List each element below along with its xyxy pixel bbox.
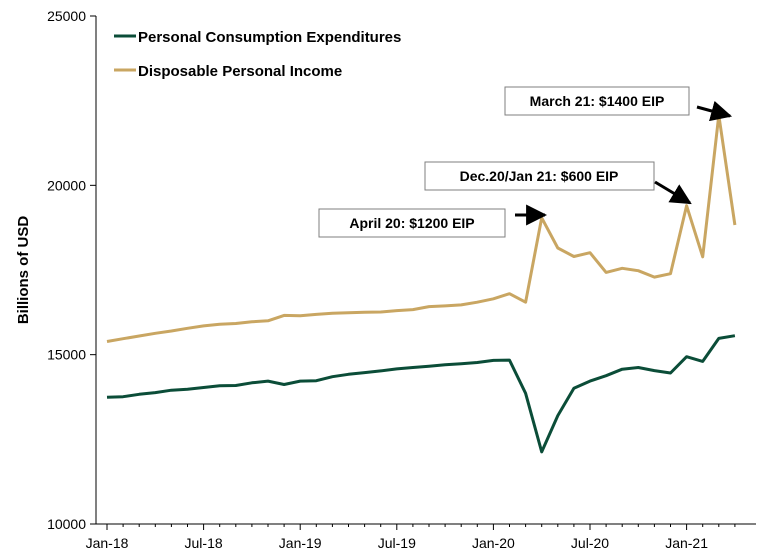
axes (95, 16, 756, 525)
y-axis-title: Billions of USD (15, 216, 32, 325)
y-tick-label: 20000 (47, 177, 86, 193)
x-tick-label: Jan-18 (86, 535, 129, 551)
x-tick-label: Jul-19 (378, 535, 416, 551)
annotation-dec-20-jan-21: Dec.20/Jan 21: $600 EIP (424, 161, 692, 205)
x-tick-label: Jul-18 (185, 535, 223, 551)
svg-text:April 20: $1200 EIP: April 20: $1200 EIP (349, 215, 474, 231)
annotation-march-21: March 21: $1400 EIP (504, 86, 733, 122)
series-line-pce (106, 334, 736, 454)
x-tick-label: Jan-21 (665, 535, 708, 551)
legend-label-pce: Personal Consumption Expenditures (138, 29, 401, 46)
series-line-dpi (106, 113, 737, 343)
y-tick-label: 10000 (47, 516, 86, 532)
y-tick-label: 15000 (47, 347, 86, 363)
x-tick-label: Jan-19 (279, 535, 322, 551)
y-tick-label: 25000 (47, 8, 86, 24)
annotation-arrow (654, 180, 692, 205)
legend: Personal Consumption Expenditures Dispos… (114, 29, 401, 80)
legend-label-dpi: Disposable Personal Income (138, 63, 342, 80)
x-tick-label: Jul-20 (571, 535, 609, 551)
annotations: April 20: $1200 EIP Dec.20/Jan 21: $600 … (318, 86, 733, 238)
annotation-arrow (696, 100, 733, 122)
annotation-april-20: April 20: $1200 EIP (318, 204, 548, 238)
svg-text:Dec.20/Jan 21: $600 EIP: Dec.20/Jan 21: $600 EIP (460, 168, 619, 184)
svg-text:March 21: $1400 EIP: March 21: $1400 EIP (530, 93, 665, 109)
x-tick-label: Jan-20 (472, 535, 515, 551)
